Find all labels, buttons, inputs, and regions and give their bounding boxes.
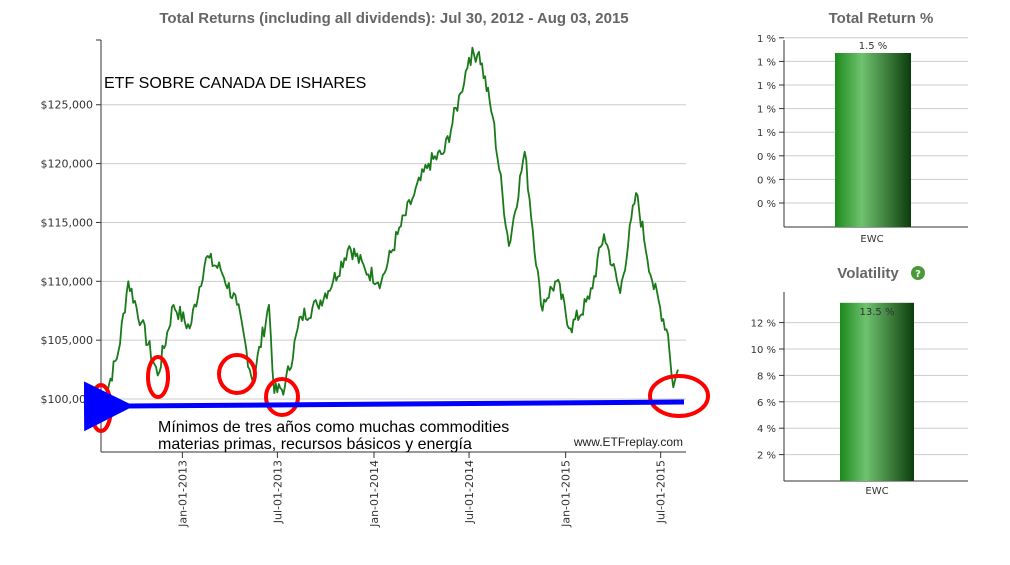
total-return-y-tick-label: 1 % [757, 57, 776, 68]
annotation-line-1: Mínimos de tres años como muchas commodi… [158, 419, 509, 436]
volatility-y-tick-label: 8 % [757, 371, 776, 382]
main-y-tick-label: $105,000 [41, 334, 94, 347]
svg-text:?: ? [915, 269, 921, 280]
annotation-line-2: materias primas, recursos básicos y ener… [158, 436, 472, 453]
volatility-y-tick-label: 6 % [757, 398, 776, 409]
annotation-title-mask [370, 70, 400, 94]
total-return-title: Total Return % [829, 10, 934, 27]
total-return-y-tick-label: 0 % [757, 152, 776, 163]
main-y-tick-label: $115,000 [41, 216, 94, 229]
low-circle-4 [264, 377, 300, 417]
total-return-data-label: 1.5 % [859, 41, 888, 52]
total-return-y-tick-label: 0 % [757, 175, 776, 186]
volatility-category-label: EWC [865, 486, 888, 497]
support-arrow [83, 381, 685, 432]
main-chart-title: Total Returns (including all dividends):… [159, 10, 628, 27]
total-return-y-tick-label: 1 % [757, 128, 776, 139]
volatility-y-tick-label: 12 % [751, 319, 776, 330]
main-x-tick-label: Jul-01-2015 [655, 460, 668, 524]
main-x-tick-label: Jul-01-2014 [463, 460, 476, 524]
total-return-bar [835, 53, 911, 227]
total-return-y-tick-label: 1 % [757, 81, 776, 92]
low-circle-5 [648, 374, 710, 418]
main-x-tick-label: Jan-01-2013 [176, 460, 189, 528]
main-y-tick-label: $125,000 [41, 99, 94, 112]
price-line [100, 46, 679, 412]
volatility-bar [840, 302, 914, 481]
watermark: www.ETFreplay.com [573, 435, 683, 449]
main-y-tick-label: $110,000 [41, 275, 94, 288]
volatility-title: Volatility [837, 265, 899, 282]
volatility-y-tick-label: 2 % [757, 451, 776, 462]
low-circle-2 [146, 355, 170, 399]
help-icon[interactable]: ? [911, 266, 925, 280]
total-return-y-tick-label: 1 % [757, 34, 776, 45]
main-y-tick-label: $100,000 [41, 393, 94, 406]
total-return-y-tick-label: 1 % [757, 105, 776, 116]
volatility-y-tick-label: 10 % [751, 345, 776, 356]
main-x-tick-label: Jan-01-2015 [560, 460, 573, 528]
annotation-title: ETF SOBRE CANADA DE ISHARES [104, 75, 366, 92]
main-x-tick-label: Jan-01-2014 [368, 460, 381, 528]
total-return-y-tick-label: 0 % [757, 199, 776, 210]
total-return-category-label: EWC [860, 234, 883, 245]
low-circle-3 [217, 353, 257, 395]
main-y-tick-label: $120,000 [41, 158, 94, 171]
volatility-data-label: 13.5 % [860, 307, 895, 318]
main-x-tick-label: Jul-01-2013 [271, 460, 284, 524]
volatility-y-tick-label: 4 % [757, 424, 776, 435]
